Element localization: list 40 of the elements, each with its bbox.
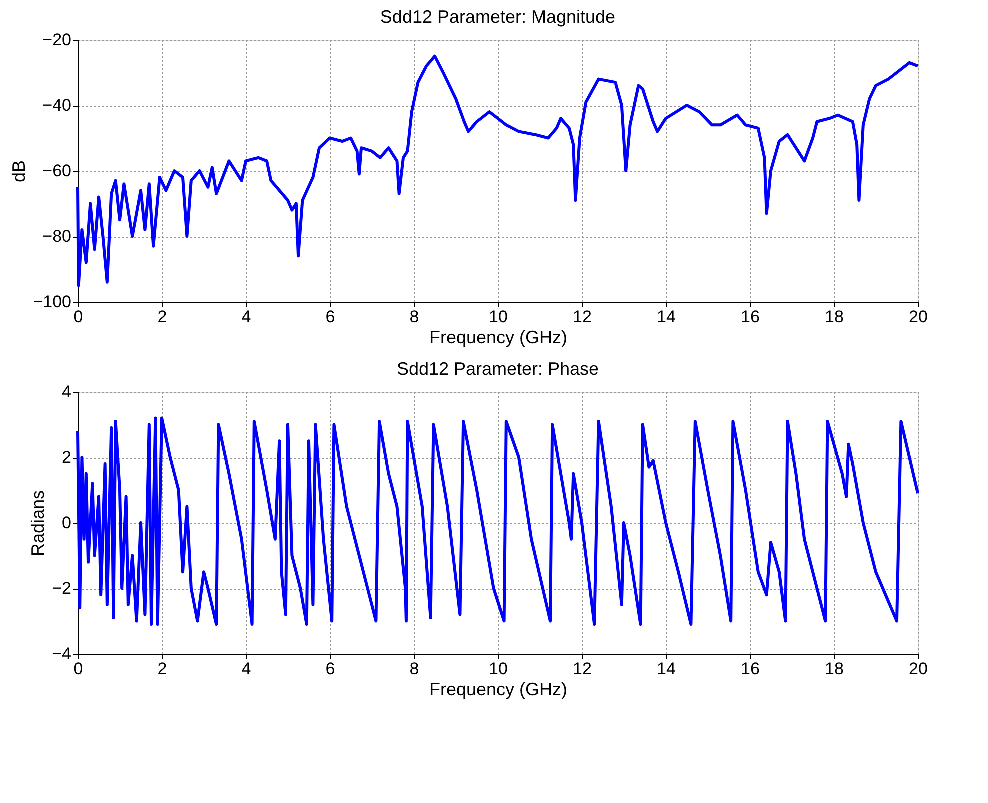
y-tick-label: 4 — [62, 382, 72, 402]
x-tick-label: 0 — [74, 660, 84, 678]
x-tick-label: 16 — [741, 308, 760, 326]
x-tick-label: 16 — [741, 660, 760, 678]
y-tick-label: −60 — [42, 162, 72, 180]
y-tick-label: 2 — [62, 448, 72, 467]
x-tick-label: 10 — [489, 660, 508, 678]
x-tick-label: 18 — [825, 660, 844, 678]
x-tick-label: 2 — [158, 308, 168, 326]
x-tick-label: 12 — [573, 660, 592, 678]
x-tick-label: 12 — [573, 308, 592, 326]
x-tick-label: 20 — [909, 308, 928, 326]
x-tick-label: 4 — [242, 660, 252, 678]
x-axis-title: Frequency (GHz) — [429, 680, 568, 700]
y-tick-label: −100 — [33, 292, 72, 312]
x-axis-title: Frequency (GHz) — [429, 328, 568, 348]
x-tick-label: 14 — [657, 308, 676, 326]
y-tick-label: −20 — [42, 30, 72, 50]
chart-title: Sdd12 Parameter: Magnitude — [380, 7, 616, 27]
y-tick-label: −80 — [42, 227, 72, 246]
line-series — [76, 416, 920, 626]
x-tick-label: 8 — [410, 660, 420, 678]
line-series — [76, 54, 920, 288]
x-tick-label: 0 — [74, 308, 84, 326]
x-tick-label: 6 — [326, 660, 336, 678]
x-tick-label: 4 — [242, 308, 252, 326]
y-tick-label: −2 — [52, 579, 72, 598]
x-tick-label: 10 — [489, 308, 508, 326]
y-tick-label: −4 — [52, 644, 72, 664]
chart-title: Sdd12 Parameter: Phase — [396, 359, 600, 379]
y-axis-title: dB — [9, 160, 30, 183]
x-tick-label: 2 — [158, 660, 168, 678]
y-axis-title: Radians — [28, 490, 48, 557]
y-tick-label: −40 — [42, 96, 72, 115]
x-tick-label: 14 — [657, 660, 676, 678]
y-tick-label: 0 — [62, 514, 72, 532]
x-tick-label: 6 — [326, 308, 336, 326]
x-tick-label: 20 — [909, 660, 928, 678]
x-tick-label: 8 — [410, 308, 420, 326]
x-tick-label: 18 — [825, 308, 844, 326]
